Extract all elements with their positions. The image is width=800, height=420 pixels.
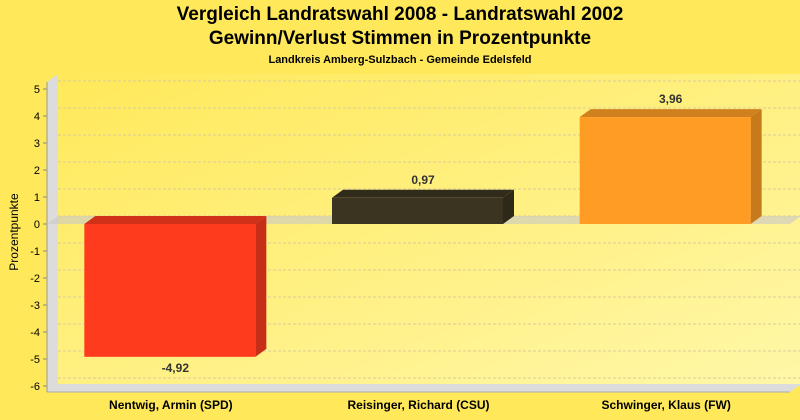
data-label: -4,92: [162, 361, 190, 375]
plot-left-wall: [47, 74, 58, 392]
chart-title-2: Gewinn/Verlust Stimmen in Prozentpunkte: [208, 28, 592, 49]
y-tick-label: 1: [34, 192, 40, 204]
y-tick-label: 5: [34, 84, 40, 96]
x-tick-label: Reisinger, Richard (CSU): [347, 398, 489, 412]
chart-subtitle: Landkreis Amberg-Sulzbach - Gemeinde Ede…: [268, 54, 532, 66]
data-label: 0,97: [411, 173, 435, 187]
y-tick-label: 2: [34, 165, 40, 177]
bar: [84, 224, 256, 357]
y-tick-label: -3: [30, 300, 40, 312]
bar-top: [84, 216, 267, 224]
data-label: 3,96: [659, 92, 683, 106]
plot-floor: [47, 384, 800, 392]
y-tick-label: -2: [30, 273, 40, 285]
bar-side: [503, 189, 514, 224]
y-tick-label: -4: [30, 327, 40, 339]
y-tick-label: 3: [34, 138, 40, 150]
y-tick-label: -5: [30, 354, 40, 366]
bar-top: [579, 109, 762, 118]
bar: [579, 117, 751, 224]
y-tick-label: -6: [30, 381, 40, 393]
y-tick-label: 4: [34, 111, 40, 123]
bar-top: [332, 189, 514, 198]
y-tick-label: -1: [30, 246, 40, 258]
bar-side: [255, 216, 267, 357]
x-tick-label: Schwinger, Klaus (FW): [601, 398, 730, 412]
x-tick-label: Nentwig, Armin (SPD): [109, 398, 233, 412]
y-tick-label: 0: [34, 219, 40, 231]
bar-side: [750, 109, 762, 224]
chart-title: Vergleich Landratswahl 2008 - Landratswa…: [176, 4, 624, 25]
bar: [332, 197, 503, 224]
